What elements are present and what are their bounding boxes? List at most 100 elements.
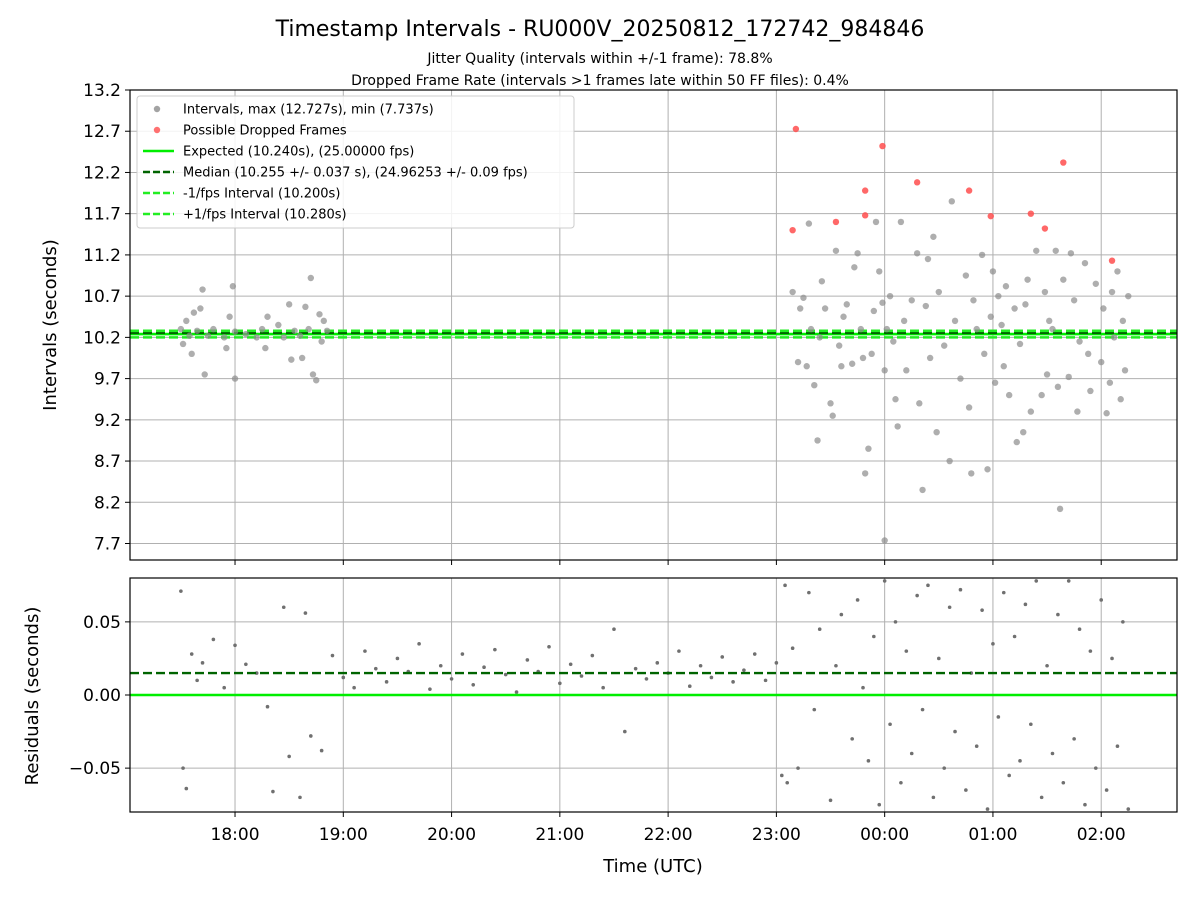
- residual-point: [1045, 663, 1049, 668]
- legend-label: Possible Dropped Frames: [183, 124, 347, 139]
- interval-point: [258, 325, 266, 333]
- x-axis-ticks: 18:00 19:00 20:00 21:00 22:00 23:00 00:00 01:00…: [211, 812, 1126, 845]
- interval-point: [984, 466, 991, 473]
- interval-point: [1033, 247, 1040, 254]
- interval-point: [229, 283, 237, 290]
- residual-point: [568, 662, 573, 667]
- interval-point: [962, 272, 970, 279]
- legend-label: Median (10.255 +/- 0.037 s), (24.96253 +…: [183, 166, 528, 181]
- interval-point: [930, 233, 937, 240]
- residual-point: [590, 653, 595, 658]
- intervals-y-tick-label: 10.2: [83, 328, 121, 348]
- residual-point: [330, 653, 335, 658]
- interval-point: [179, 340, 187, 348]
- residual-point: [200, 661, 205, 665]
- interval-point: [253, 334, 260, 341]
- interval-point: [908, 297, 915, 304]
- residual-point: [936, 656, 941, 661]
- residual-point: [287, 754, 291, 759]
- residual-point: [991, 642, 995, 646]
- residuals-y-tick-label: −0.05: [69, 759, 121, 779]
- intervals-y-tick-label: 9.2: [94, 411, 121, 431]
- residual-point: [882, 579, 887, 583]
- residual-point: [244, 662, 248, 667]
- residual-point: [1001, 590, 1006, 595]
- interval-point: [870, 307, 878, 315]
- residual-point: [964, 788, 968, 792]
- chart-legend: Intervals, max (12.727s), min (7.737s) Po…: [136, 95, 575, 229]
- interval-point: [913, 250, 921, 257]
- residuals-y-axis-label: Residuals (seconds): [22, 607, 43, 786]
- interval-point: [832, 247, 840, 254]
- residual-point: [877, 802, 882, 807]
- residual-point: [920, 707, 925, 712]
- residual-point: [373, 666, 378, 671]
- chart-title: Timestamp Intervals - RU000V_20250812_17…: [275, 17, 925, 42]
- interval-point: [316, 311, 323, 318]
- interval-point: [861, 470, 869, 477]
- interval-point: [1121, 367, 1129, 374]
- interval-point: [970, 297, 977, 304]
- interval-point: [320, 317, 328, 325]
- dropped-frame-point: [965, 187, 973, 194]
- residual-point: [677, 649, 681, 653]
- interval-point: [1011, 305, 1018, 312]
- intervals-y-ticks: 7.7 8.2 8.7 9.2 9.7 10.2 10.7 11.2 11.7 12.2 12.7 1…: [83, 81, 130, 555]
- interval-point: [881, 367, 888, 374]
- interval-point: [1043, 371, 1051, 378]
- interval-point: [851, 264, 858, 271]
- interval-point: [827, 400, 834, 407]
- residual-point: [623, 729, 627, 734]
- interval-point: [876, 268, 883, 275]
- residual-point: [850, 737, 854, 741]
- legend-marker: [153, 126, 161, 134]
- residual-point: [601, 685, 605, 690]
- residual-point: [1023, 602, 1028, 607]
- residual-point: [731, 680, 735, 684]
- interval-point: [948, 198, 955, 205]
- residual-point: [812, 707, 817, 712]
- interval-point: [995, 292, 1002, 300]
- interval-point: [210, 325, 217, 333]
- interval-point: [987, 313, 994, 320]
- interval-point: [857, 325, 865, 333]
- interval-point: [1065, 373, 1072, 381]
- residual-point: [1029, 722, 1033, 727]
- interval-point: [803, 363, 810, 370]
- interval-point: [968, 470, 975, 477]
- dropped-frame-point: [1041, 225, 1049, 232]
- interval-point: [226, 313, 233, 320]
- residual-point: [265, 704, 270, 709]
- chart-subtitle-jitter: Jitter Quality (intervals within +/-1 fr…: [426, 51, 772, 67]
- interval-point: [1024, 276, 1031, 283]
- interval-point: [302, 303, 309, 311]
- dropped-frame-points: [789, 125, 1116, 264]
- interval-point: [1020, 428, 1027, 436]
- residual-point: [1077, 627, 1082, 631]
- chart-subtitle-dropped: Dropped Frame Rate (intervals >1 frames …: [351, 73, 849, 89]
- interval-point: [1098, 358, 1105, 366]
- residual-point: [774, 661, 779, 665]
- residual-point: [783, 583, 787, 588]
- interval-point: [193, 327, 201, 334]
- interval-point: [288, 356, 295, 363]
- interval-point: [1038, 391, 1045, 399]
- residual-point: [709, 675, 714, 680]
- residual-point: [319, 748, 324, 753]
- residual-point: [1072, 737, 1076, 741]
- interval-point: [190, 309, 198, 316]
- residual-point: [974, 744, 979, 748]
- residual-point: [1050, 751, 1055, 756]
- residual-point: [579, 674, 584, 678]
- interval-point: [789, 288, 796, 296]
- residual-point: [179, 589, 183, 593]
- x-tick-label: 18:00: [211, 825, 260, 845]
- interval-point: [1016, 340, 1024, 348]
- interval-point: [978, 251, 986, 259]
- residual-point: [861, 685, 865, 690]
- interval-point: [916, 400, 923, 407]
- residual-point: [482, 665, 486, 670]
- legend-label: Intervals, max (12.727s), min (7.737s): [183, 103, 434, 118]
- intervals-panel: 7.7 8.2 8.7 9.2 9.7 10.2 10.7 11.2 11.7 12.2 12.7 1…: [40, 81, 1178, 565]
